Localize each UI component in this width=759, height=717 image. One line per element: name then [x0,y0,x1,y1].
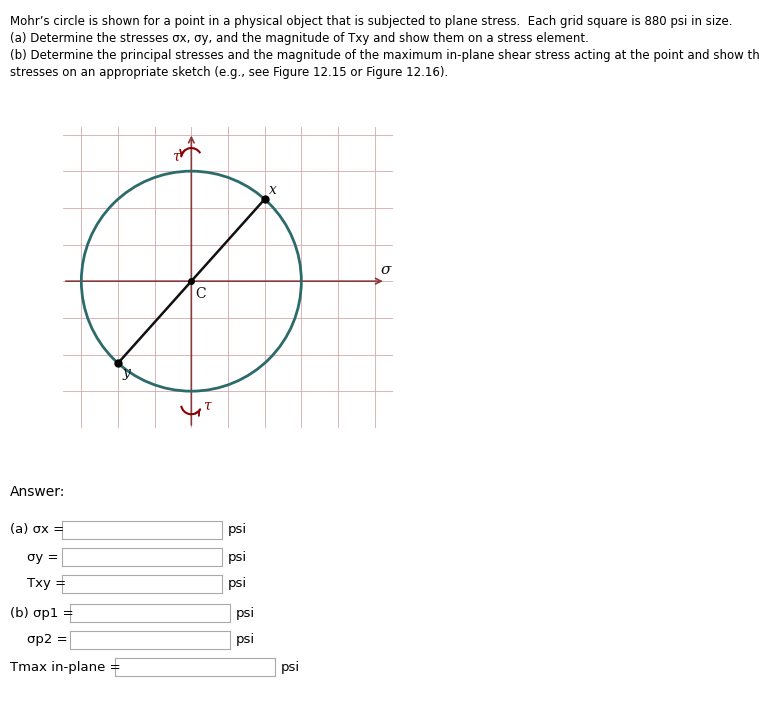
Text: Mohr’s circle is shown for a point in a physical object that is subjected to pla: Mohr’s circle is shown for a point in a … [10,15,732,28]
Text: σp2 =: σp2 = [27,634,68,647]
Text: τ: τ [172,150,179,163]
Text: Txy =: Txy = [27,577,66,591]
Text: psi: psi [228,523,247,536]
Text: (b) Determine the principal stresses and the magnitude of the maximum in-plane s: (b) Determine the principal stresses and… [10,49,759,62]
Text: σy =: σy = [27,551,58,564]
Text: psi: psi [228,551,247,564]
Text: Answer:: Answer: [10,485,65,499]
Text: psi: psi [236,607,255,619]
Text: τ: τ [203,399,211,413]
Text: Tmax in-plane =: Tmax in-plane = [10,660,121,673]
Text: y: y [122,366,131,380]
Text: psi: psi [236,634,255,647]
Text: (b) σp1 =: (b) σp1 = [10,607,74,619]
Text: σ: σ [381,264,391,277]
Text: psi: psi [228,577,247,591]
Text: (a) σx =: (a) σx = [10,523,64,536]
Text: C: C [195,287,206,300]
Text: x: x [269,184,277,197]
Text: (a) Determine the stresses σx, σy, and the magnitude of Txy and show them on a s: (a) Determine the stresses σx, σy, and t… [10,32,589,45]
Text: psi: psi [281,660,301,673]
Text: stresses on an appropriate sketch (e.g., see Figure 12.15 or Figure 12.16).: stresses on an appropriate sketch (e.g.,… [10,66,448,79]
